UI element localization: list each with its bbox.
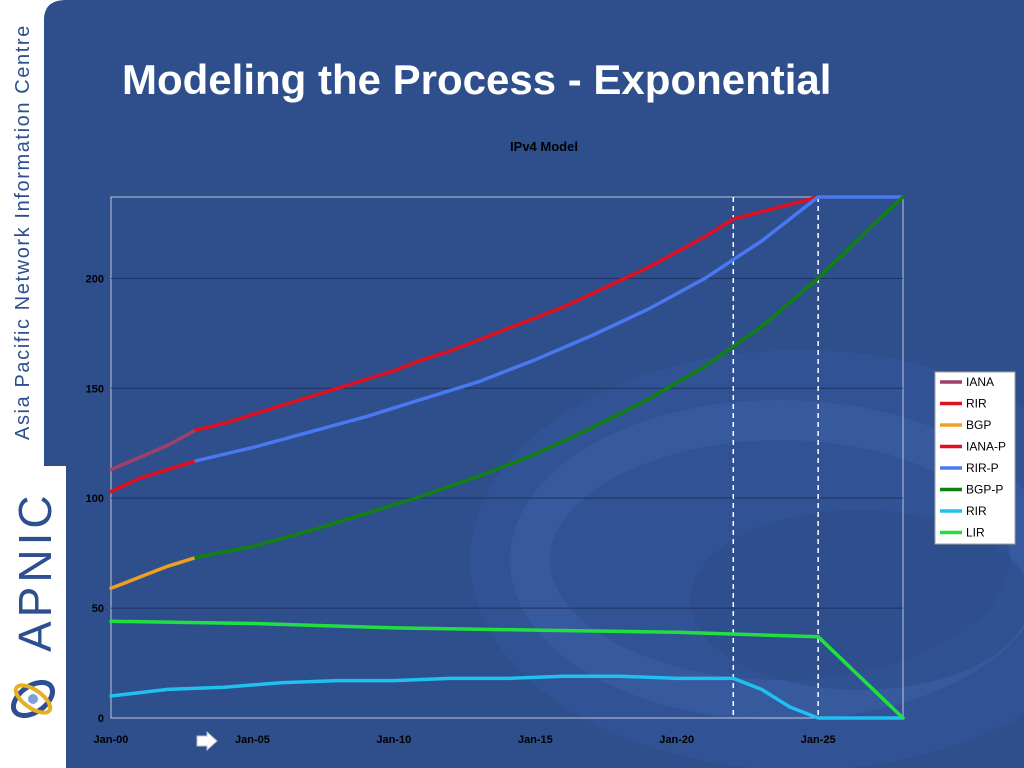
grid-lines (111, 277, 903, 609)
x-tick-label: Jan-15 (518, 734, 553, 746)
legend-label: IANA-P (966, 440, 1006, 454)
series-line-iana (109, 428, 198, 472)
legend-label: BGP-P (966, 483, 1003, 497)
legend-label: BGP (966, 418, 991, 432)
marker-lines (732, 197, 819, 718)
series-line-rir-pool (109, 674, 905, 720)
legend-box (934, 371, 1016, 545)
series-lines (109, 195, 905, 720)
slide-title: Modeling the Process - Exponential (122, 56, 832, 103)
legend-label: LIR (966, 526, 985, 540)
series-line-iana-p (194, 195, 820, 432)
chart-title: IPv4 Model (510, 139, 578, 154)
legend-label: RIR-P (966, 461, 999, 475)
y-tick-label: 50 (92, 603, 104, 615)
legend-label: RIR (966, 397, 987, 411)
series-line-lir (109, 619, 905, 720)
organization-name: Asia Pacific Network Information Centre (12, 24, 34, 440)
x-tick-label: Jan-00 (94, 734, 129, 746)
x-tick-label: Jan-05 (235, 734, 270, 746)
brand-name: APNIC (9, 491, 61, 652)
y-tick-label: 150 (86, 383, 104, 395)
y-tick-label: 0 (98, 713, 104, 725)
legend: IANA RIR BGP IANA-P RIR-P BGP-P RIR LIR (934, 371, 1016, 545)
plot-frame (110, 196, 904, 719)
x-tick-label: Jan-25 (801, 734, 836, 746)
series-line-rir-p (194, 195, 905, 463)
y-tick-label: 100 (86, 493, 104, 505)
y-axis: 0 50 100 150 200 (86, 273, 104, 725)
legend-label: IANA (966, 375, 994, 389)
y-tick-label: 200 (86, 273, 104, 285)
series-line-bgp (109, 555, 198, 591)
apnic-swirl-icon (10, 679, 56, 719)
next-arrow-icon[interactable] (196, 731, 218, 751)
x-tick-label: Jan-10 (376, 734, 411, 746)
x-axis: Jan-00 Jan-05 Jan-10 Jan-15 Jan-20 Jan-25 (94, 734, 836, 746)
sidebar: Asia Pacific Network Information Centre … (0, 0, 66, 768)
plot-area (109, 195, 905, 720)
legend-label: RIR (966, 504, 987, 518)
series-line-rir (109, 459, 198, 494)
series-line-bgp-p (194, 195, 905, 560)
x-tick-label: Jan-20 (659, 734, 694, 746)
